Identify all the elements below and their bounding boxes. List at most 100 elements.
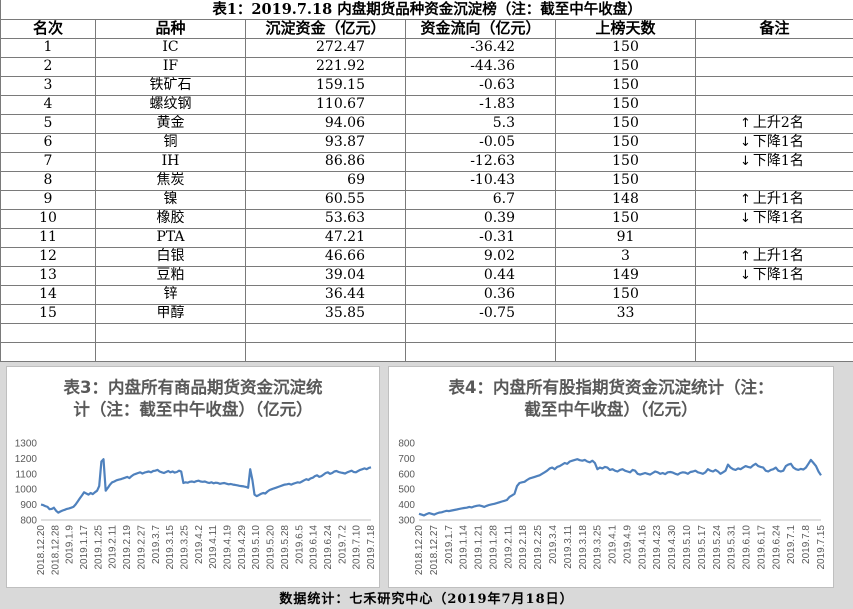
x-tick-label: 2019.1.7 [444, 525, 455, 564]
fund-cell: 69 [245, 170, 406, 191]
x-tick-label: 2018.12.27 [429, 525, 440, 575]
rank-cell: 6 [0, 132, 96, 153]
rank-cell: 2 [0, 56, 96, 77]
fund-cell: 47.21 [245, 227, 406, 248]
flow-cell: 0.36 [405, 284, 556, 305]
name-cell: 黄金 [95, 113, 246, 134]
x-tick-label: 2019.4.23 [652, 525, 663, 570]
empty-row [0, 322, 853, 343]
rank-cell: 5 [0, 113, 96, 134]
name-cell: 铁矿石 [95, 75, 246, 96]
arrow-up-icon: ↑ [740, 249, 751, 264]
x-tick-label: 2019.4.11 [208, 525, 219, 569]
x-tick-label: 2019.3.4 [548, 525, 559, 564]
arrow-down-icon: ↓ [740, 154, 751, 169]
note-cell [694, 303, 853, 324]
charts-area: 表3：内盘所有商品期货资金沉淀统 计（注：截至中午收盘）（亿元） 800 900 1… [0, 362, 853, 591]
rank-cell: 12 [0, 246, 96, 267]
note-cell [694, 284, 853, 305]
days-cell: 150 [555, 208, 696, 229]
rank-cell: 7 [0, 151, 96, 172]
table-row: 3 铁矿石 159.15 -0.63 150 [0, 75, 853, 96]
x-tick-label: 2019.4.19 [223, 525, 234, 570]
fund-cell: 53.63 [245, 208, 406, 229]
header-name: 品种 [95, 18, 246, 39]
table-title: 表1：2019.7.18 内盘期货品种资金沉淀榜（注：截至中午收盘） [0, 0, 853, 20]
table-row: 13 豆粕 39.04 0.44 149 ↓ 下降1名 [0, 265, 853, 286]
rank-cell: 13 [0, 265, 96, 286]
days-cell: 150 [555, 170, 696, 191]
index-line-chart: 300 400 500 600 700 800 2018.12.20 2018.12.27 20… [398, 439, 827, 576]
index-fund-chart: 表4：内盘所有股指期货资金沉淀统计（注： 截至中午收盘）（亿元） 300 400 5… [388, 366, 834, 588]
x-tick-label: 2019.4.9 [622, 525, 633, 564]
x-tick-label: 2019.1.21 [474, 525, 485, 570]
footer-source: 数据统计：七禾研究中心（2019年7月18日） [0, 591, 853, 609]
table-row: 4 螺纹钢 110.67 -1.83 150 [0, 94, 853, 115]
flow-cell: -0.75 [405, 303, 556, 324]
flow-cell: -36.42 [405, 37, 556, 58]
note-cell [694, 227, 853, 248]
x-tick-label: 2019.3.25 [179, 525, 190, 570]
x-tick-label: 2018.12.20 [414, 525, 425, 575]
x-tick-label: 2019.6.24 [323, 525, 334, 570]
note-cell: ↓ 下降1名 [694, 208, 853, 229]
x-tick-label: 2019.4.30 [667, 525, 678, 570]
rank-cell: 9 [0, 189, 96, 210]
arrow-up-icon: ↑ [740, 116, 751, 131]
note-cell: ↓ 下降1名 [694, 265, 853, 286]
x-tick-label: 2019.3.7 [151, 525, 162, 564]
rank-cell: 8 [0, 170, 96, 191]
series-line [40, 458, 372, 514]
table-row: 15 甲醇 35.85 -0.75 33 [0, 303, 853, 324]
table-row: 11 PTA 47.21 -0.31 91 [0, 227, 853, 248]
y-tick-label: 300 [398, 516, 415, 527]
header-rank: 名次 [0, 18, 96, 39]
header-note: 备注 [694, 18, 853, 39]
arrow-down-icon: ↓ [740, 135, 751, 150]
name-cell: 橡胶 [95, 208, 246, 229]
flow-cell: 6.7 [405, 189, 556, 210]
name-cell: IC [95, 37, 246, 58]
name-cell: 焦炭 [95, 170, 246, 191]
x-tick-label: 2019.2.11 [503, 525, 514, 569]
name-cell: 螺纹钢 [95, 94, 246, 115]
table-row: 6 铜 93.87 -0.05 150 ↓ 下降1名 [0, 132, 853, 153]
x-tick-label: 2019.6.5 [294, 525, 305, 564]
fund-cell: 221.92 [245, 56, 406, 77]
fund-cell: 46.66 [245, 246, 406, 267]
x-tick-label: 2019.7.10 [352, 525, 363, 570]
x-tick-label: 2019.3.11 [563, 525, 574, 569]
flow-cell: -0.63 [405, 75, 556, 96]
name-cell: 甲醇 [95, 303, 246, 324]
chart-title: 表4：内盘所有股指期货资金沉淀统计（注： 截至中午收盘）（亿元） [448, 378, 774, 419]
x-tick-label: 2019.2.19 [122, 525, 133, 570]
series-line [418, 458, 822, 517]
days-cell: 91 [555, 227, 696, 248]
name-cell: 镍 [95, 189, 246, 210]
fund-cell: 86.86 [245, 151, 406, 172]
flow-cell: 0.44 [405, 265, 556, 286]
note-cell: ↑ 上升1名 [694, 189, 853, 210]
x-tick-label: 2018.12.28 [50, 525, 61, 575]
days-cell: 150 [555, 284, 696, 305]
x-tick-label: 2019.6.14 [309, 525, 320, 570]
x-tick-label: 2019.7.18 [366, 525, 377, 570]
x-tick-label: 2019.5.17 [697, 525, 708, 570]
flow-cell: -0.31 [405, 227, 556, 248]
x-tick-label: 2019.7.1 [786, 525, 797, 564]
name-cell: IF [95, 56, 246, 77]
arrow-down-icon: ↓ [740, 211, 751, 226]
fund-cell: 159.15 [245, 75, 406, 96]
x-tick-label: 2018.12.20 [36, 525, 47, 575]
note-cell [694, 56, 853, 77]
days-cell: 150 [555, 75, 696, 96]
header-flow: 资金流向（亿元） [405, 18, 556, 39]
name-cell: 锌 [95, 284, 246, 305]
x-tick-label: 2019.1.14 [459, 525, 470, 570]
fund-cell: 60.55 [245, 189, 406, 210]
flow-cell: -44.36 [405, 56, 556, 77]
days-cell: 150 [555, 113, 696, 134]
x-tick-label: 2019.2.25 [533, 525, 544, 570]
x-tick-label: 2019.5.24 [712, 525, 723, 570]
flow-cell: -10.43 [405, 170, 556, 191]
